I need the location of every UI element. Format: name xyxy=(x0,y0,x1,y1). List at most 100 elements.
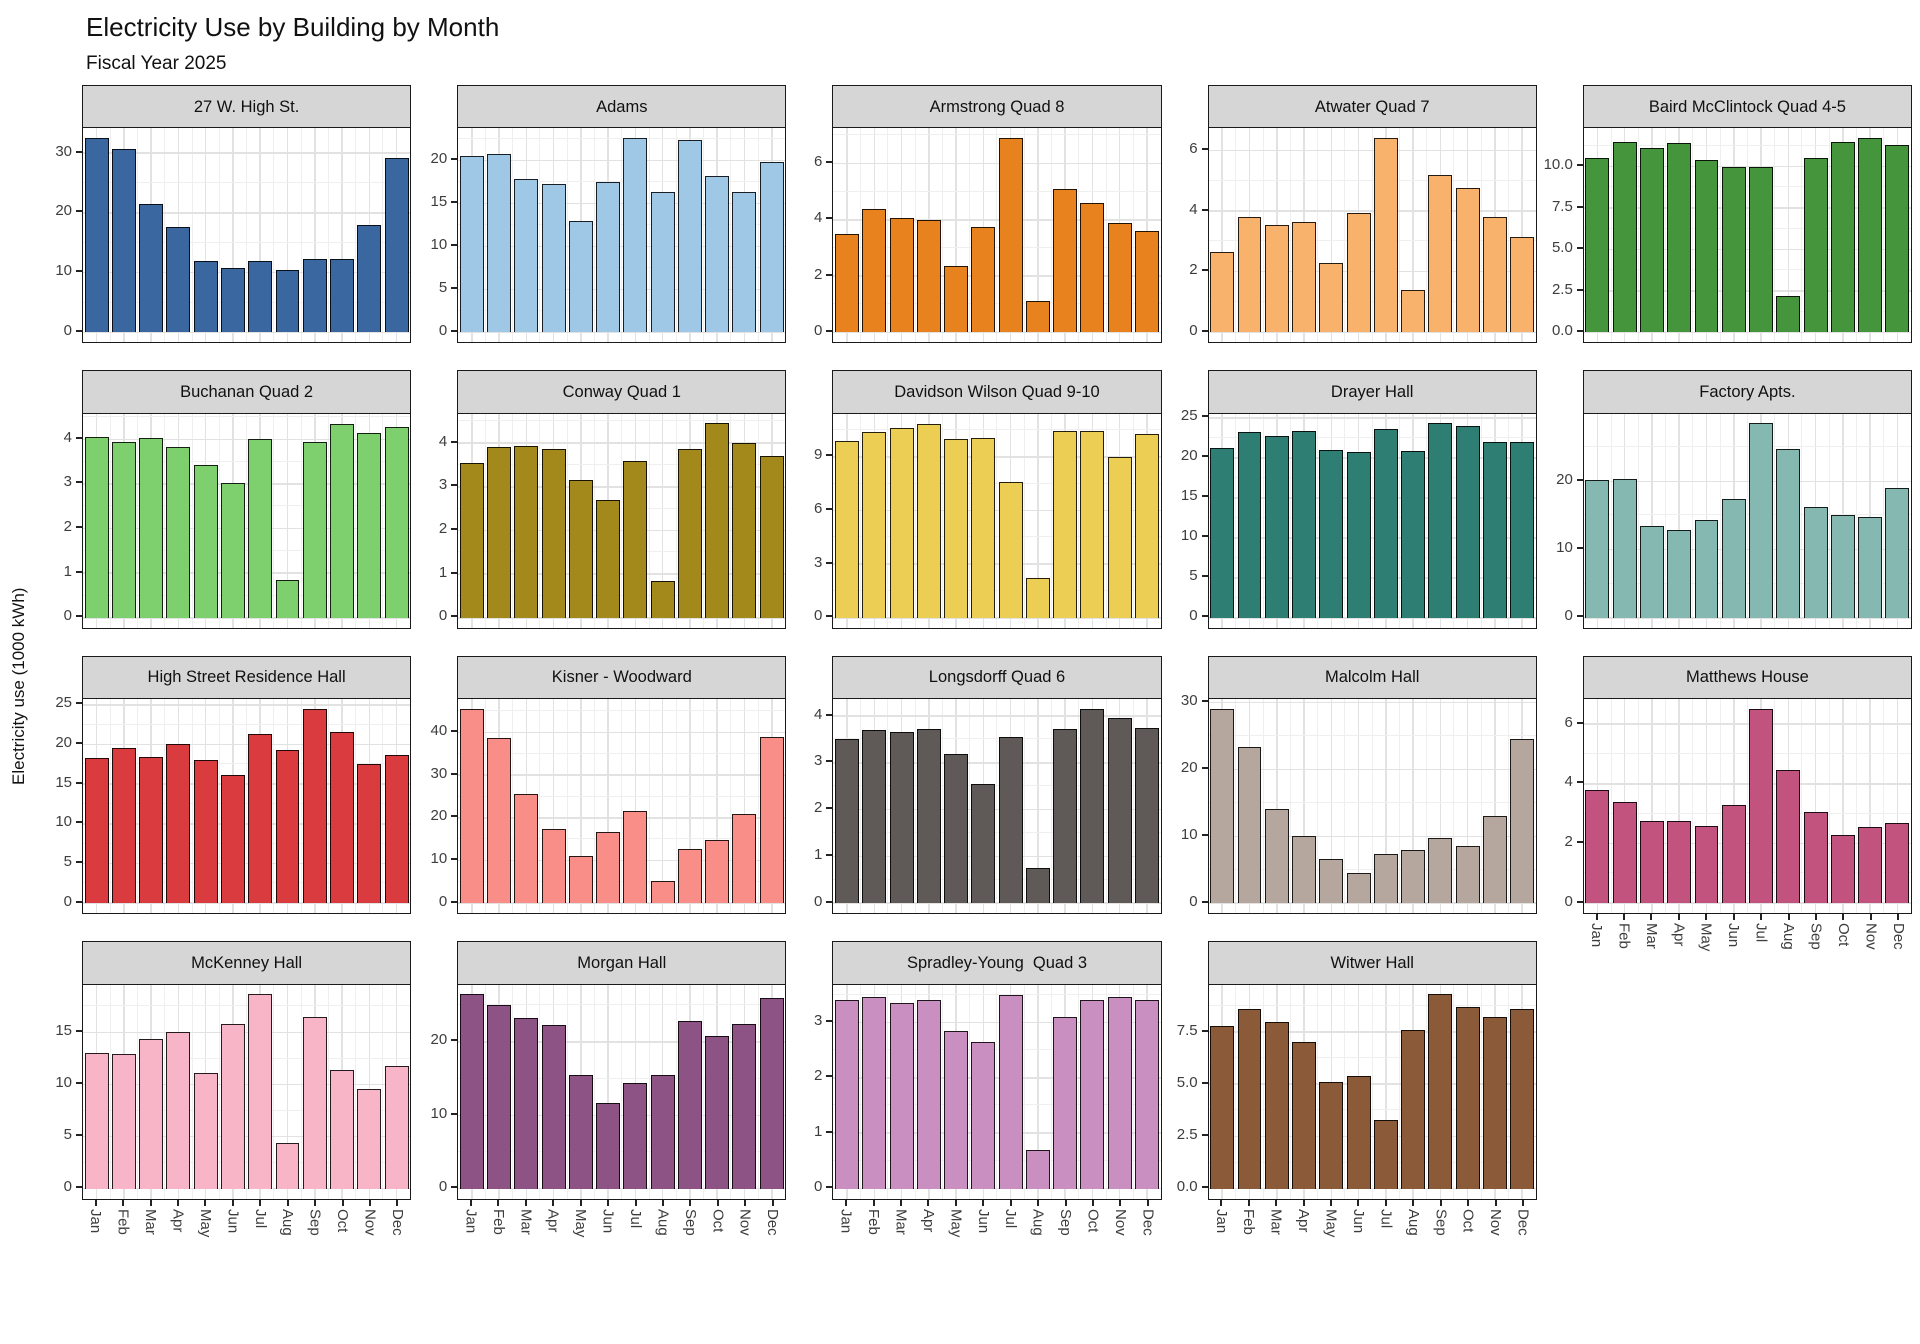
x-tick-label: Apr xyxy=(1295,1208,1313,1232)
gridline-v-minor xyxy=(1883,699,1885,914)
x-tick-label: Aug xyxy=(279,1208,297,1236)
bar-oct xyxy=(1455,845,1480,904)
y-tick-mark xyxy=(1201,767,1208,770)
x-tick-label: Jan xyxy=(837,1208,855,1233)
bar-oct xyxy=(705,840,730,904)
y-tick-mark xyxy=(1201,208,1208,211)
facet-strip: Buchanan Quad 2 xyxy=(82,370,412,415)
y-tick-mark xyxy=(76,1186,82,1189)
bar-jul xyxy=(998,994,1023,1189)
y-tick-label: 0 xyxy=(814,322,823,339)
bar-slot xyxy=(1884,699,1911,904)
gridline-h-minor xyxy=(1583,144,1911,146)
bar-apr xyxy=(916,728,941,904)
x-tick-label: Feb xyxy=(114,1208,132,1235)
panel-column: Factory Apts. xyxy=(1582,370,1912,629)
y-tick-label: 20 xyxy=(430,1031,448,1049)
panel-column: Witwer Hall Jan Feb Mar Apr May Jun Jul Aug Sep Oc… xyxy=(1207,941,1537,1237)
bar-slot xyxy=(758,699,785,904)
x-tick-mark xyxy=(634,1199,637,1206)
facet-strip-label: Atwater Quad 7 xyxy=(1314,97,1430,116)
y-tick-mark xyxy=(826,561,833,564)
gridline-h-major xyxy=(833,1132,1161,1134)
gridline-v-minor xyxy=(941,984,943,1199)
gridline-h-minor xyxy=(458,420,786,422)
y-tick-mark xyxy=(826,1130,833,1133)
bar-slot xyxy=(1666,699,1693,904)
bar-slot xyxy=(458,985,485,1189)
facet-strip-label: Morgan Hall xyxy=(577,953,667,972)
y-tick-mark xyxy=(1201,269,1208,272)
gridline-h-major xyxy=(833,331,1161,334)
gridline-v-minor xyxy=(484,413,486,628)
gridline-h-minor xyxy=(458,1077,786,1079)
gridline-h-minor xyxy=(83,842,411,844)
facet-high-street-residence-hall: 0 5 10 15 20 25 High Street Residence Hall xyxy=(40,655,412,915)
y-tick-label: 30 xyxy=(55,142,72,160)
gridline-h-minor xyxy=(1583,514,1911,516)
bar-slot xyxy=(301,699,328,904)
plot-panel xyxy=(832,698,1162,915)
bar-dec xyxy=(759,736,784,904)
x-tick-mark xyxy=(259,1199,262,1206)
gridline-v-major xyxy=(1651,413,1653,628)
y-tick-label: 5 xyxy=(63,853,72,871)
bar-apr xyxy=(1667,821,1692,904)
gridline-v-major xyxy=(607,984,609,1199)
gridline-v-minor xyxy=(1051,128,1053,343)
bar-oct xyxy=(1455,425,1480,618)
gridline-v-minor xyxy=(648,984,650,1199)
bar-dec xyxy=(1510,236,1535,333)
bars xyxy=(1209,699,1536,913)
bar-aug xyxy=(275,579,300,618)
gridline-v-minor xyxy=(1637,128,1639,343)
plot-panel xyxy=(1582,127,1912,344)
y-tick-label: 5 xyxy=(1189,567,1198,585)
bar-nov xyxy=(1858,138,1883,333)
gridline-v-minor xyxy=(164,128,166,343)
bar-slot xyxy=(676,985,703,1189)
y-tick-label: 6 xyxy=(814,500,823,518)
gridline-h-minor xyxy=(83,241,411,243)
y-tick-label: 1 xyxy=(63,562,72,580)
plot-panel xyxy=(82,698,412,915)
bar-slot xyxy=(833,699,860,904)
y-tick-label: 7.5 xyxy=(1176,1021,1198,1039)
bar-feb xyxy=(1237,1009,1262,1189)
figure-header: Electricity Use by Building by Month Fis… xyxy=(0,0,1920,79)
gridline-h-minor xyxy=(833,993,1161,995)
y-tick-mark xyxy=(76,900,82,903)
bar-jun xyxy=(1346,1075,1371,1189)
gridline-v-major xyxy=(286,984,289,1199)
bar-slot xyxy=(1584,414,1611,618)
gridline-v-minor xyxy=(137,699,139,914)
gridline-v-minor xyxy=(1398,128,1400,343)
facet-strip: Witwer Hall xyxy=(1207,941,1537,986)
gridline-h-major xyxy=(833,1021,1161,1024)
bar-nov xyxy=(1107,718,1132,904)
gridline-v-minor xyxy=(621,128,623,343)
x-tick-mark xyxy=(689,1199,692,1206)
bar-jan xyxy=(84,137,109,333)
y-tick-mark xyxy=(451,243,458,246)
bar-slot xyxy=(1133,128,1160,333)
y-tick-label: 1 xyxy=(438,563,448,581)
y-tick-label: 15 xyxy=(1180,487,1198,505)
gridline-h-minor xyxy=(833,303,1161,305)
plot-panel xyxy=(82,983,412,1200)
x-tick-mark xyxy=(1146,1199,1149,1206)
bar-feb xyxy=(111,148,136,333)
y-tick-label: 0 xyxy=(814,607,823,625)
gridline-v-minor xyxy=(1508,128,1510,343)
gridline-v-major xyxy=(286,413,289,628)
facet-strip-label: 27 W. High St. xyxy=(193,97,300,116)
y-tick-label: 20 xyxy=(55,202,72,220)
gridline-h-minor xyxy=(1208,1161,1536,1163)
bar-slot xyxy=(138,128,165,333)
bar-jun xyxy=(596,831,621,904)
bar-slot xyxy=(833,985,860,1189)
bar-slot xyxy=(1720,414,1747,618)
y-tick-label: 10.0 xyxy=(1543,156,1573,174)
bar-slot xyxy=(1884,128,1911,333)
x-tick-mark xyxy=(369,1199,372,1206)
